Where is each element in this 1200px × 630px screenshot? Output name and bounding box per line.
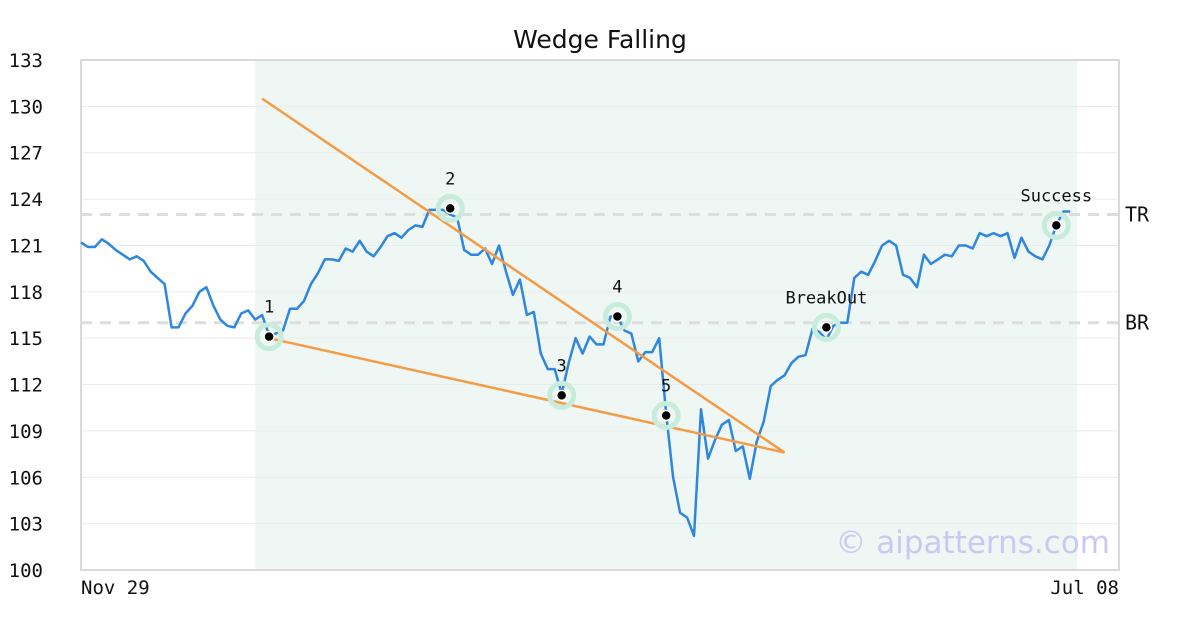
y-tick-label: 121 xyxy=(9,235,43,257)
level-label-tr: TR xyxy=(1125,203,1150,227)
y-tick-label: 124 xyxy=(9,189,43,211)
y-tick-label: 100 xyxy=(9,560,43,582)
pivot-marker-3 xyxy=(547,380,577,410)
y-tick-label: 133 xyxy=(9,50,43,72)
x-tick-label-start: Nov 29 xyxy=(81,577,150,599)
pivot-label-2: 2 xyxy=(445,169,455,189)
lower-trendline xyxy=(268,336,785,454)
pivot-label-3: 3 xyxy=(557,356,567,376)
y-tick-label: 109 xyxy=(9,421,43,443)
pivot-dot-5 xyxy=(660,409,672,422)
y-tick-label: 115 xyxy=(9,328,43,350)
level-label-br: BR xyxy=(1125,311,1150,335)
y-tick-label: 127 xyxy=(9,143,43,165)
pivot-dot-1 xyxy=(263,330,275,343)
y-tick-label: 112 xyxy=(9,375,43,397)
price-line xyxy=(80,208,1071,538)
y-tick-label: 130 xyxy=(9,96,43,118)
y-tick-label: 118 xyxy=(9,282,43,304)
pivot-dot-success xyxy=(1050,219,1063,232)
pivot-marker-1 xyxy=(254,322,284,352)
upper-trendline xyxy=(261,97,786,454)
pivot-dot-3 xyxy=(555,389,568,402)
pattern-region xyxy=(255,60,1078,570)
chart-title: Wedge Falling xyxy=(513,25,687,54)
pivot-dot-2 xyxy=(444,202,456,215)
watermark: © aipatterns.com xyxy=(835,525,1110,561)
pivot-label-success: Success xyxy=(1020,186,1092,206)
pivot-marker-5 xyxy=(651,400,681,430)
pivot-label-1: 1 xyxy=(264,298,274,318)
pivot-dot-4 xyxy=(611,310,624,323)
pivot-dot-breakout xyxy=(820,321,833,334)
pivot-marker-breakout xyxy=(811,312,841,342)
pivot-label-5: 5 xyxy=(661,376,671,396)
pivot-marker-success xyxy=(1041,210,1071,240)
pivot-marker-4 xyxy=(602,302,632,332)
plot-frame xyxy=(80,59,1120,571)
pivot-label-4: 4 xyxy=(612,278,622,298)
pivot-marker-2 xyxy=(435,193,465,223)
y-tick-label: 106 xyxy=(9,467,43,489)
x-tick-label-end: Jul 08 xyxy=(1050,577,1119,599)
pivot-label-breakout: BreakOut xyxy=(785,288,867,308)
y-tick-label: 103 xyxy=(9,514,43,536)
